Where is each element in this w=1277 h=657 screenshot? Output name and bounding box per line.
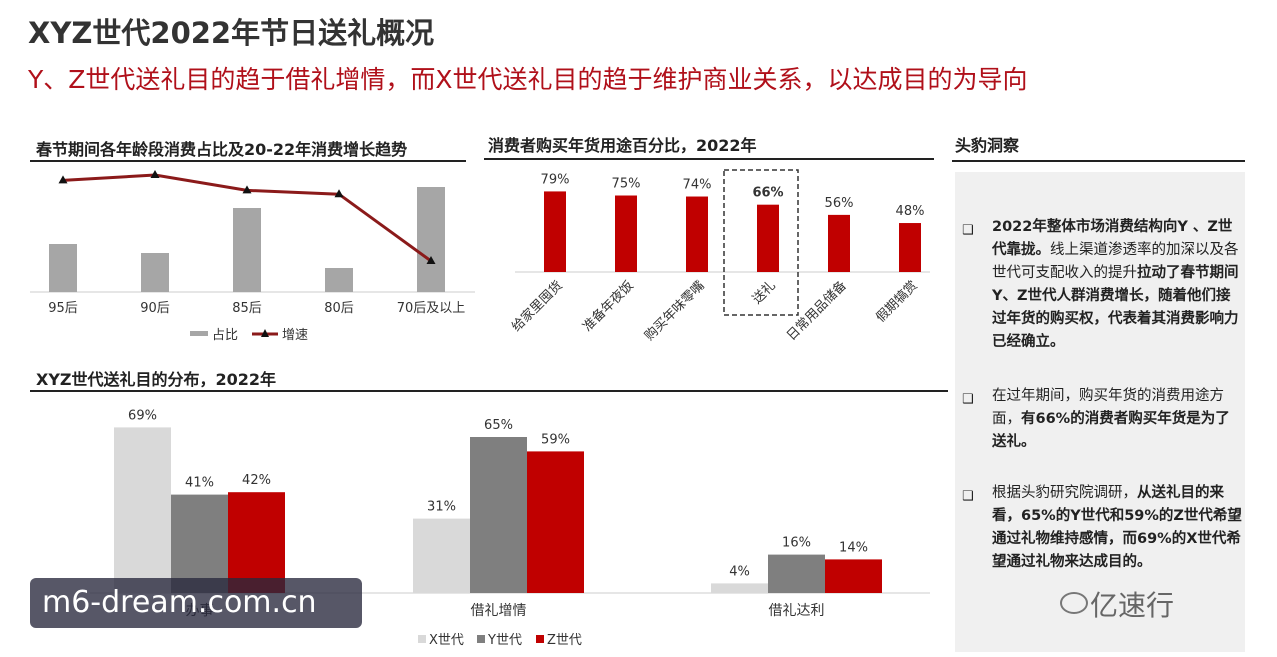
chart1-bar (233, 208, 261, 292)
chart3-bar (171, 494, 228, 593)
chart3-legend-swatch (477, 635, 485, 643)
chart3-data-label: 65% (484, 418, 513, 433)
insight-2-bold: 有66%的消费者购买年货是为了送礼。 (992, 411, 1230, 450)
page-title: XYZ世代2022年节日送礼概况 (28, 16, 435, 50)
chart2-tick-label: 送礼 (749, 278, 779, 308)
chart2-bar (828, 214, 850, 272)
insight-3-text: 根据头豹研究院调研， (992, 485, 1137, 501)
chart3-bar (470, 437, 527, 593)
chart1-tick-label: 85后 (232, 301, 262, 316)
chart3-bar (228, 492, 285, 593)
chart3-legend-swatch (536, 635, 544, 643)
chart3-data-label: 69% (128, 408, 157, 423)
chart1-bar (141, 253, 169, 292)
legend-bar-swatch (190, 331, 208, 336)
chart1-tick-label: 95后 (48, 301, 78, 316)
chart2-bar (544, 191, 566, 272)
chart1-title: 春节期间各年龄段消费占比及20-22年消费增长趋势 (36, 140, 408, 159)
chart1-line-point (150, 170, 160, 178)
chart3-legend-label: Z世代 (547, 633, 582, 648)
chart3-data-label: 42% (242, 473, 271, 488)
chart1-rule (30, 160, 466, 162)
chart2-data-label: 74% (683, 178, 712, 193)
insight-heading: 头豹洞察 (955, 136, 1020, 155)
legend-line-marker (261, 329, 269, 337)
insight-item-2: ❑ 在过年期间，购买年货的消费用途方面，有66%的消费者购买年货是为了送礼。 (962, 385, 1242, 454)
chart2-tick-label: 日常用品储备 (783, 278, 849, 344)
chart2-data-label: 56% (825, 196, 854, 211)
chart2-bar (615, 195, 637, 272)
chart3-bar (413, 518, 470, 593)
insight-item-1: ❑ 2022年整体市场消费结构向Y 、Z世代靠拢。线上渠道渗透率的加深以及各世代… (962, 216, 1242, 354)
chart1-line-point (334, 189, 344, 198)
page-subtitle: Y、Z世代送礼目的趋于借礼增情，而X世代送礼目的趋于维护商业关系，以达成目的为导… (28, 65, 1028, 94)
chart3-legend-label: Y世代 (487, 633, 522, 648)
chart3-bar (711, 583, 768, 593)
chart3-data-label: 59% (541, 432, 570, 447)
insight-rule (952, 160, 1245, 162)
chart2-bar (899, 223, 921, 272)
chart2-rule (484, 158, 934, 160)
chart3-rule (30, 390, 948, 392)
chart1-bar (49, 244, 77, 292)
chart1-line-point (242, 185, 252, 194)
chart2-data-label: 79% (541, 172, 570, 187)
insight-2-text: 在过年期间，购买年货的消费用途方面， (992, 388, 1224, 427)
wechat-icon (1060, 592, 1088, 614)
insight-3-bold: 从送礼目的来看，65%的Y世代和59%的Z世代希望通过礼物维持感情，而69%的X… (992, 485, 1242, 570)
chart3-bar (768, 554, 825, 593)
chart3-data-label: 14% (839, 540, 868, 555)
chart3-bar (825, 559, 882, 593)
chart3-data-label: 16% (782, 536, 811, 551)
chart2-data-label: 75% (612, 177, 641, 192)
chart2-tick-label: 假期犒赏 (873, 278, 921, 326)
chart3-data-label: 31% (427, 500, 456, 515)
chart3-bar (114, 427, 171, 593)
chart1-bar (325, 268, 353, 292)
chart3-bar (527, 451, 584, 593)
highlight-box (723, 169, 799, 316)
chart3-legend-swatch (418, 635, 426, 643)
insight-item-3: ❑ 根据头豹研究院调研，从送礼目的来看，65%的Y世代和59%的Z世代希望通过礼… (962, 482, 1242, 574)
watermark: m6-dream.com.cn (30, 578, 362, 628)
checkbox-icon: ❑ (962, 489, 974, 504)
chart2-data-label: 66% (752, 186, 783, 201)
chart2-bar (757, 204, 779, 272)
insight-1-text: 线上渠道渗透率的加深以及各世代可支配收入的提升 (992, 242, 1239, 281)
chart1-tick-label: 80后 (324, 301, 354, 316)
chart1-svg: 95后 90后 85后 80后 70后及以上 占比 增速 (30, 170, 475, 343)
chart1-bar (417, 187, 445, 292)
chart2-bar (686, 196, 708, 272)
chart1-tick-label: 90后 (140, 301, 170, 316)
chart2-tick-label: 购买年味零嘴 (641, 278, 707, 344)
chart2-tick-label: 给家里囤货 (509, 278, 566, 335)
chart3-data-label: 4% (729, 564, 750, 579)
chart1-line-point (426, 256, 436, 264)
chart2-data-label: 48% (896, 204, 925, 219)
insight-panel (955, 172, 1245, 652)
legend-bar-label: 占比 (212, 328, 238, 343)
chart1-line-point (58, 175, 68, 184)
chart3-data-label: 41% (185, 476, 214, 491)
chart1-tick-label: 70后及以上 (397, 301, 466, 316)
checkbox-icon: ❑ (962, 223, 974, 238)
brand-logo: 亿速行 (1090, 589, 1175, 622)
chart3-title: XYZ世代送礼目的分布，2022年 (36, 370, 277, 389)
chart3-legend-label: X世代 (429, 633, 464, 648)
chart3-tick-label: 借礼达利 (769, 603, 825, 619)
chart2-svg: 79% 给家里囤货 75% 准备年夜饭 74% 购买年味零嘴 66% 送礼 56% 日常用品储备 4… (509, 169, 930, 344)
insight-1-bold2: 拉动了春节期间Y、Z世代人群消费增长，随着他们接过年货的购买权，代表着其消费影响… (992, 265, 1239, 350)
legend-line-label: 增速 (282, 328, 308, 343)
chart2-tick-label: 准备年夜饭 (580, 278, 637, 335)
chart3-tick-label: 借礼增情 (471, 603, 527, 619)
chart2-title: 消费者购买年货用途百分比，2022年 (488, 136, 757, 155)
checkbox-icon: ❑ (962, 392, 974, 407)
insight-1-bold: 2022年整体市场消费结构向Y 、Z世代靠拢。 (992, 219, 1233, 258)
